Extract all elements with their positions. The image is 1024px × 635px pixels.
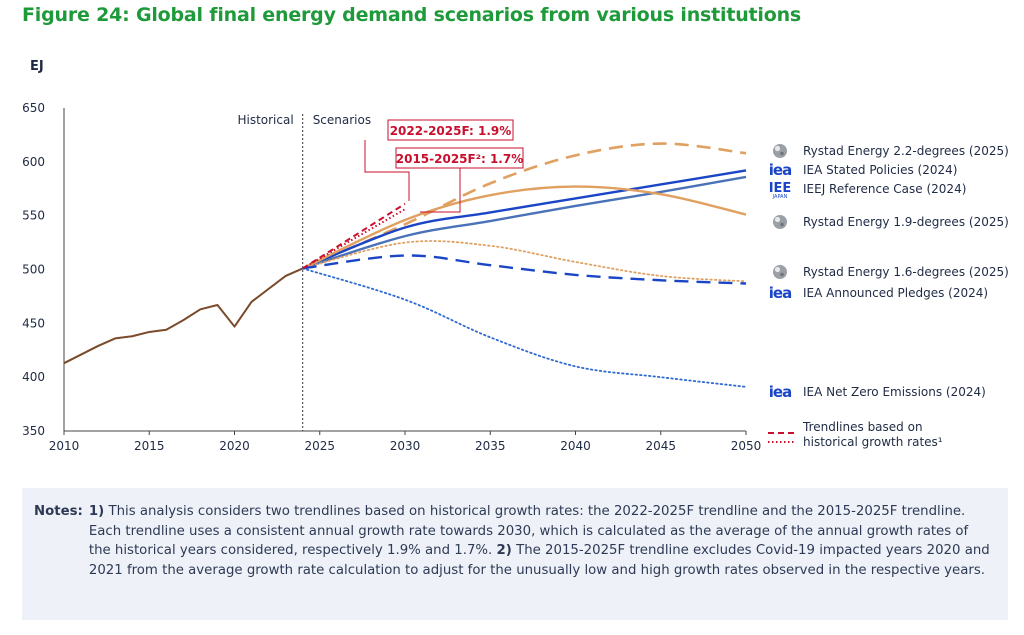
x-tick-label: 2035 — [475, 439, 506, 453]
trendline-0 — [302, 202, 406, 270]
rystad-logo-icon — [773, 215, 787, 229]
notes-box: Notes: 1) This analysis considers two tr… — [22, 488, 1008, 620]
legend-entry-label: Rystad Energy 1.6-degrees (2025) — [803, 265, 1009, 279]
energy-demand-chart: EJ 350 400 450 500 550 600 650 2010 2015 2020 2025… — [22, 59, 1009, 453]
series-line-5 — [302, 254, 747, 285]
historical-label: Historical — [237, 113, 293, 127]
x-tick-label: 2030 — [390, 439, 421, 453]
series-line-6 — [301, 267, 747, 388]
rystad-logo-shade — [780, 151, 784, 156]
legend-entry-label: IEA Net Zero Emissions (2024) — [803, 385, 986, 399]
y-axis-unit: EJ — [30, 59, 44, 74]
figure-title: Figure 24: Global final energy demand sc… — [22, 4, 802, 26]
legend-entry-label: IEEJ Reference Case (2024) — [803, 182, 966, 196]
series-line-3 — [302, 185, 747, 270]
series-line-1 — [302, 169, 747, 270]
x-tick-label: 2025 — [304, 439, 335, 453]
rystad-logo-shade — [780, 222, 784, 227]
series-line-4 — [301, 240, 747, 283]
note-1-number: 1) — [88, 504, 105, 519]
note-2-number: 2) — [496, 543, 512, 558]
trend-legend-line2: historical growth rates¹ — [803, 435, 943, 449]
legend-entry-label: IEA Stated Policies (2024) — [803, 163, 957, 177]
trendline-callout-label: 2015-2025F²: 1.7% — [396, 152, 524, 166]
x-tick-label: 2020 — [219, 439, 250, 453]
ieej-logo-icon: IEE — [769, 181, 792, 196]
y-tick-label: 550 — [22, 209, 45, 223]
y-tick-label: 350 — [22, 424, 45, 438]
callout-leader — [364, 140, 410, 201]
rystad-logo-highlight — [774, 216, 781, 223]
notes-text: 1) This analysis considers two trendline… — [89, 502, 990, 620]
note-1-text: This analysis considers two trendlines b… — [88, 504, 969, 558]
y-tick-label: 650 — [22, 101, 45, 115]
x-tick-label: 2015 — [134, 439, 165, 453]
rystad-logo-highlight — [774, 266, 781, 273]
x-tick-label: 2040 — [560, 439, 591, 453]
note-2-text: The 2015-2025F trendline excludes Covid-… — [88, 543, 990, 578]
historical-line — [63, 267, 304, 365]
callout-leader — [420, 168, 461, 213]
legend-entry-label: Rystad Energy 1.9-degrees (2025) — [803, 215, 1009, 229]
iea-logo-icon: iea — [769, 161, 791, 179]
legend-entry-label: IEA Announced Pledges (2024) — [803, 286, 988, 300]
x-tick-label: 2010 — [49, 439, 80, 453]
y-tick-label: 500 — [22, 263, 45, 277]
trendline-callout-label: 2022-2025F: 1.9% — [390, 124, 512, 138]
trend-legend-line1: Trendlines based on — [802, 420, 923, 434]
y-tick-label: 400 — [22, 370, 45, 384]
x-tick-label: 2050 — [731, 439, 762, 453]
rystad-logo-shade — [780, 272, 784, 277]
scenarios-label: Scenarios — [313, 113, 371, 127]
y-tick-label: 450 — [22, 316, 45, 330]
rystad-logo-icon — [773, 265, 787, 279]
iea-logo-icon: iea — [769, 284, 791, 302]
trendline-callout-box — [387, 119, 514, 141]
y-tick-label: 600 — [22, 155, 45, 169]
series-line-2 — [302, 175, 747, 270]
iea-logo-icon: iea — [769, 383, 791, 401]
ieej-logo-subtext: JAPAN — [772, 194, 788, 200]
legend-entry-label: Rystad Energy 2.2-degrees (2025) — [803, 144, 1009, 158]
series-line-0 — [302, 142, 747, 270]
notes-label: Notes: — [34, 504, 83, 519]
rystad-logo-icon — [773, 144, 787, 158]
x-tick-label: 2045 — [645, 439, 676, 453]
rystad-logo-highlight — [774, 145, 781, 152]
